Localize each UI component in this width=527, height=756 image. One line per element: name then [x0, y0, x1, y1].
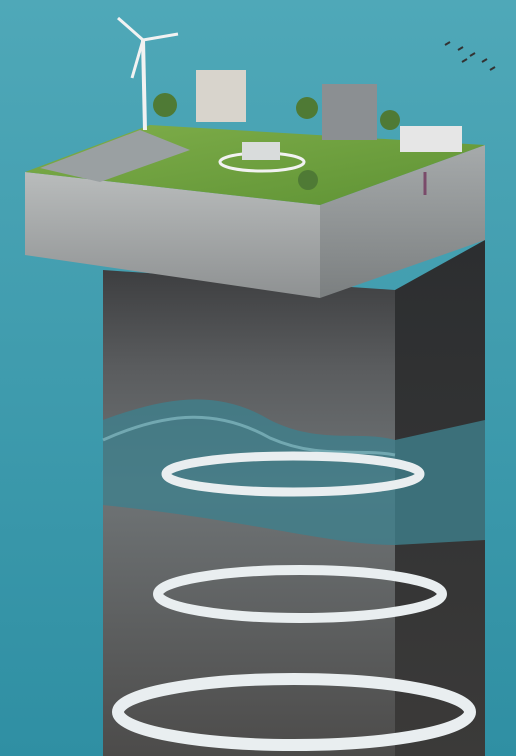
ring	[153, 565, 447, 623]
ring	[112, 673, 476, 751]
water-layer	[103, 399, 485, 545]
border	[516, 0, 527, 756]
turbine-blades	[117, 16, 179, 79]
ring	[161, 451, 425, 497]
tree	[296, 97, 318, 119]
tower	[322, 84, 377, 140]
tree	[153, 93, 177, 117]
block-side	[320, 145, 485, 298]
turbine-mast	[141, 39, 147, 131]
water-wave	[102, 415, 396, 457]
tree	[380, 110, 400, 130]
block-front	[25, 172, 320, 298]
tree	[298, 170, 318, 190]
birds	[444, 41, 496, 71]
houses	[400, 126, 462, 152]
building	[196, 70, 246, 122]
truck	[242, 142, 280, 160]
solar-field	[40, 130, 190, 182]
